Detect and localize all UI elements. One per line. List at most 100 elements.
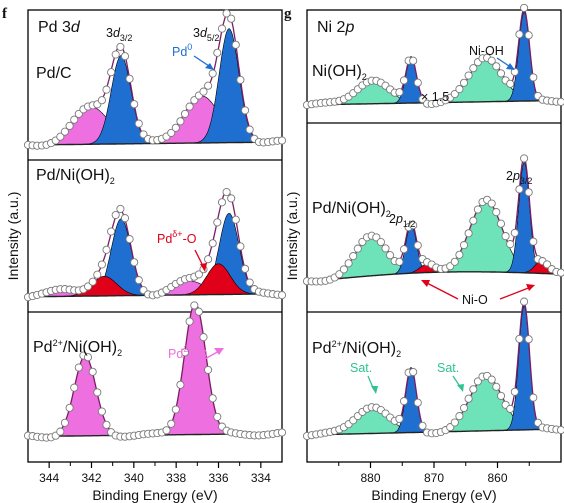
data-point — [450, 418, 459, 427]
peak-ni-oh-3 — [307, 305, 561, 436]
data-point — [236, 242, 245, 251]
data-point — [56, 427, 65, 436]
g-anno-2p12: 2p1/2 — [389, 212, 415, 229]
g-arrowhead-sat-right — [457, 384, 464, 392]
data-point — [171, 405, 180, 414]
data-point — [74, 363, 83, 372]
data-point — [459, 241, 469, 250]
data-point — [245, 125, 254, 134]
data-point — [450, 89, 459, 99]
data-point — [413, 398, 422, 407]
data-point — [102, 420, 111, 429]
data-point — [529, 393, 538, 402]
x-tick-label: 334 — [251, 471, 271, 485]
data-point — [171, 123, 180, 132]
data-point — [245, 278, 254, 287]
f-anno-pd-delta-o: Pdδ+-O — [157, 229, 197, 246]
data-point — [185, 317, 194, 326]
data-point — [506, 240, 515, 249]
data-point — [459, 403, 469, 413]
data-point — [208, 69, 217, 78]
data-point — [353, 244, 362, 253]
g-anno-sat-right: Sat. — [437, 361, 459, 375]
g-arrow-ni-o-right — [499, 286, 532, 300]
background-line — [306, 271, 561, 283]
f-x-axis: 344 342 340 338 336 334 — [39, 462, 271, 485]
data-point — [120, 214, 130, 223]
data-point — [213, 412, 222, 421]
peak-pd2--1 — [28, 303, 282, 437]
data-point — [102, 245, 111, 254]
g-label-nioh2: Ni(OH)2 — [312, 63, 367, 82]
data-point — [97, 260, 106, 269]
f-label-pd-nioh2: Pd/Ni(OH)2 — [36, 167, 115, 186]
data-point — [520, 297, 529, 306]
g-anno-ni-oh: Ni-OH — [469, 44, 504, 58]
g-label-pd-nioh2: Pd/Ni(OH)2 — [312, 200, 391, 219]
data-point — [231, 215, 240, 224]
g-arrowhead-ni-o-right — [526, 284, 535, 291]
data-point — [93, 388, 102, 397]
panel-f: f Pd 3d Pd/C Pd/Ni(OH)2 Pd2+/Ni(OH)2 3d3… — [2, 6, 287, 503]
f-arrowhead-pd2-o — [214, 348, 224, 355]
data-point — [506, 79, 515, 88]
data-point — [515, 185, 524, 194]
data-point — [524, 188, 533, 197]
data-point — [344, 259, 353, 268]
f-arrowhead-pd0 — [205, 63, 214, 70]
data-point — [399, 76, 409, 85]
data-point — [409, 56, 418, 65]
data-point — [395, 257, 404, 266]
data-point — [88, 277, 97, 286]
data-point — [213, 48, 222, 57]
data-point — [134, 276, 143, 285]
data-point — [450, 257, 459, 266]
g-anno-ni-o: Ni-O — [462, 293, 488, 307]
data-point — [227, 14, 236, 23]
data-point — [241, 106, 250, 115]
f-arrowhead-pd-delta-o — [200, 263, 207, 272]
f-label-pd2-nioh2: Pd2+/Ni(OH)2 — [33, 338, 122, 358]
data-point — [496, 69, 506, 78]
data-point — [194, 270, 203, 279]
data-point — [97, 96, 106, 105]
data-point — [199, 87, 208, 96]
x-tick-label: 870 — [424, 471, 444, 485]
g-x-axis: 880 870 860 — [338, 462, 530, 485]
g-arrow-ni-o-left — [424, 281, 459, 300]
data-point — [125, 74, 134, 83]
data-point — [204, 365, 213, 374]
x-tick-label: 342 — [81, 471, 101, 485]
data-point — [492, 62, 501, 71]
data-point — [381, 244, 390, 253]
data-point — [241, 264, 250, 273]
g-row-pd2-nioh2 — [302, 297, 564, 441]
data-point — [529, 237, 538, 246]
envelope-line — [28, 302, 282, 438]
data-point — [413, 241, 422, 250]
data-point — [520, 154, 529, 163]
peak-pd0-3 — [28, 212, 282, 298]
data-point — [116, 42, 125, 51]
data-point — [492, 382, 501, 391]
data-point — [455, 85, 464, 94]
f-label-pd-c: Pd/C — [36, 65, 72, 82]
data-point — [167, 419, 176, 428]
g-arrowhead-sat-left — [371, 386, 378, 394]
g-arrowhead-ni-oh — [506, 63, 515, 70]
data-point — [194, 307, 203, 316]
data-point — [529, 73, 538, 82]
data-point — [469, 385, 478, 394]
data-point — [176, 380, 185, 389]
data-point — [217, 198, 227, 207]
data-point — [199, 333, 208, 342]
data-point — [395, 88, 404, 97]
panel-g-letter: g — [284, 6, 292, 22]
data-point — [399, 245, 409, 254]
data-point — [339, 265, 348, 274]
data-point — [176, 117, 185, 126]
data-point — [455, 250, 464, 259]
data-point — [222, 187, 231, 197]
data-point — [524, 335, 533, 344]
